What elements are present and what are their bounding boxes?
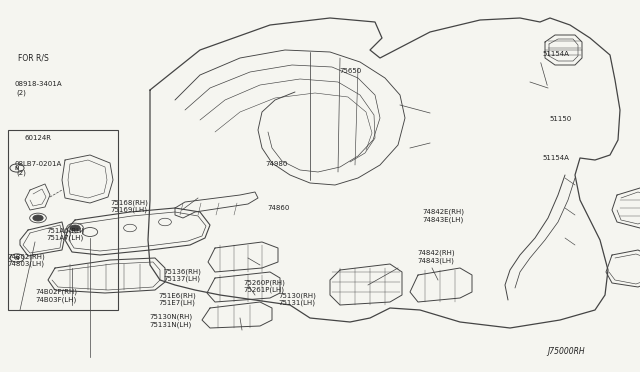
- Text: 74843(LH): 74843(LH): [417, 257, 454, 264]
- Text: 75261P(LH): 75261P(LH): [243, 287, 284, 294]
- Circle shape: [33, 215, 43, 221]
- Text: N: N: [15, 256, 19, 260]
- Text: 74843E(LH): 74843E(LH): [422, 216, 463, 223]
- Text: 74980: 74980: [266, 161, 288, 167]
- Text: 74842(RH): 74842(RH): [417, 250, 455, 256]
- Text: 75260P(RH): 75260P(RH): [243, 279, 285, 286]
- Text: 51154A: 51154A: [542, 51, 569, 57]
- Text: 51150: 51150: [549, 116, 572, 122]
- Text: 08LB7-0201A: 08LB7-0201A: [14, 161, 61, 167]
- Text: 74803(LH): 74803(LH): [8, 261, 45, 267]
- Text: 75131N(LH): 75131N(LH): [149, 321, 191, 328]
- Text: 751A7(LH): 751A7(LH): [46, 235, 83, 241]
- Bar: [8, 130, 118, 310]
- Text: 08918-3401A: 08918-3401A: [14, 81, 61, 87]
- Text: 751E7(LH): 751E7(LH): [159, 300, 196, 307]
- Text: 75131(LH): 75131(LH): [278, 300, 316, 307]
- Text: 75130(RH): 75130(RH): [278, 292, 316, 299]
- Text: 75136(RH): 75136(RH): [163, 268, 201, 275]
- Text: 74B03F(LH): 74B03F(LH): [35, 296, 76, 303]
- Text: 75169(LH): 75169(LH): [110, 207, 147, 214]
- Text: 51154A: 51154A: [542, 155, 569, 161]
- Circle shape: [73, 227, 77, 229]
- Text: 751E6(RH): 751E6(RH): [159, 292, 196, 299]
- Circle shape: [36, 217, 40, 219]
- Text: 75168(RH): 75168(RH): [110, 199, 148, 206]
- Text: 60124R: 60124R: [24, 135, 51, 141]
- Text: 75650: 75650: [339, 68, 362, 74]
- Text: 74860: 74860: [268, 205, 290, 211]
- Text: 75130N(RH): 75130N(RH): [149, 314, 192, 320]
- Text: 74B02F(RH): 74B02F(RH): [35, 289, 77, 295]
- Text: 75137(LH): 75137(LH): [163, 276, 200, 282]
- Text: N: N: [15, 166, 19, 170]
- Text: 751A6(RH): 751A6(RH): [46, 227, 84, 234]
- Text: (2): (2): [17, 90, 26, 96]
- Circle shape: [70, 225, 80, 231]
- Text: 74842E(RH): 74842E(RH): [422, 209, 465, 215]
- Text: FOR R/S: FOR R/S: [18, 53, 49, 62]
- Text: J75000RH: J75000RH: [547, 347, 585, 356]
- Text: 74802(RH): 74802(RH): [8, 253, 45, 260]
- Text: (2): (2): [17, 170, 26, 176]
